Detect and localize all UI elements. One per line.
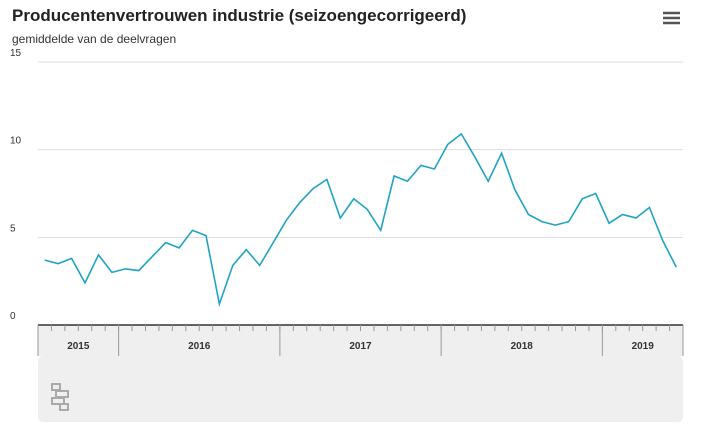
x-group-label: 2018 (511, 341, 534, 352)
menu-icon[interactable] (663, 11, 680, 25)
y-tick-label: 10 (10, 136, 22, 147)
chart-subtitle: gemiddelde van de deelvragen (12, 32, 176, 46)
y-tick-label: 0 (10, 311, 16, 322)
y-tick-label: 5 (10, 223, 16, 234)
y-tick-label: 15 (10, 48, 22, 59)
chart-title: Producentenvertrouwen industrie (seizoen… (12, 6, 466, 25)
line-series (44, 132, 678, 308)
logo (51, 383, 69, 411)
footer (38, 356, 683, 422)
x-group-label: 2015 (67, 341, 90, 352)
x-group-label: 2019 (632, 341, 655, 352)
x-group-label: 2017 (349, 341, 372, 352)
x-group-label: 2016 (188, 341, 211, 352)
